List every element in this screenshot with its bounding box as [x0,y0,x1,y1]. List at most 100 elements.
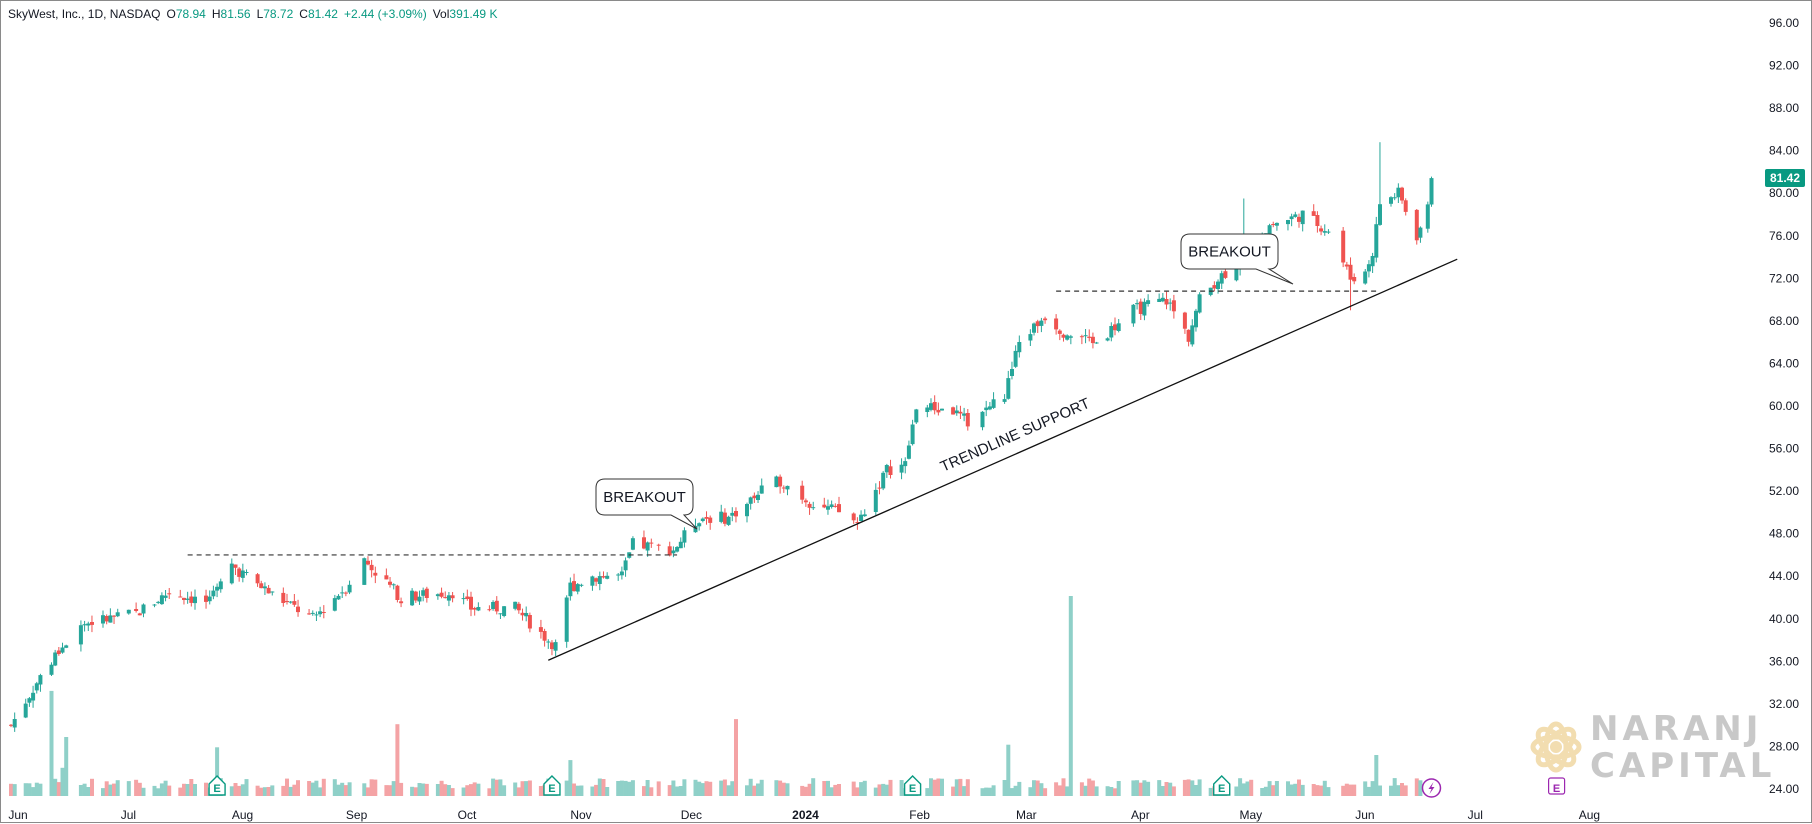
candle[interactable] [193,589,197,610]
candle[interactable] [1326,229,1331,234]
candle[interactable] [619,566,624,580]
candle[interactable] [1274,222,1279,231]
candle[interactable] [1293,211,1298,218]
candle[interactable] [207,590,212,605]
candle[interactable] [465,589,470,601]
candle[interactable] [1028,329,1033,346]
candle[interactable] [82,620,87,632]
candle[interactable] [1002,394,1007,404]
candle[interactable] [395,584,400,603]
candle[interactable] [115,608,120,618]
candle[interactable] [778,474,783,494]
candle[interactable] [413,590,418,603]
candle[interactable] [1190,319,1195,347]
candle[interactable] [1389,196,1393,207]
candle[interactable] [384,568,389,580]
candle[interactable] [1300,210,1305,232]
candle[interactable] [1087,329,1092,342]
breakout-callout-1[interactable]: BREAKOUT [595,478,698,530]
candle[interactable] [336,594,341,600]
candle[interactable] [373,566,378,584]
candle[interactable] [936,402,941,416]
candle[interactable] [1219,270,1224,289]
candle[interactable] [693,518,698,533]
candle[interactable] [27,697,32,707]
candle[interactable] [23,698,28,719]
candle[interactable] [491,600,496,611]
candle[interactable] [104,614,109,625]
candle[interactable] [1414,209,1419,245]
candle[interactable] [259,580,264,589]
candle[interactable] [722,508,727,527]
candle[interactable] [443,591,448,599]
candle[interactable] [752,492,757,503]
candle[interactable] [785,485,790,496]
candle[interactable] [421,587,426,602]
candle[interactable] [1352,273,1357,285]
candle[interactable] [34,681,39,694]
candle[interactable] [671,546,676,558]
candle[interactable] [1311,204,1316,216]
candle[interactable] [53,649,58,667]
candle[interactable] [362,557,367,585]
candle[interactable] [719,504,724,524]
candle[interactable] [906,440,911,460]
candle[interactable] [1039,317,1044,333]
candle[interactable] [424,586,429,603]
candle[interactable] [700,517,705,523]
candle[interactable] [568,577,573,601]
candle[interactable] [391,583,396,590]
candle[interactable] [756,491,760,503]
candle[interactable] [630,536,635,551]
candle[interactable] [954,405,959,416]
candle[interactable] [940,408,944,411]
candle[interactable] [310,610,315,616]
candle[interactable] [881,471,886,491]
candle[interactable] [1065,334,1070,341]
candle[interactable] [60,642,65,654]
candle[interactable] [1208,287,1213,297]
candle[interactable] [126,609,131,615]
candle[interactable] [516,601,521,614]
candle[interactable] [1116,319,1121,333]
candle[interactable] [78,620,83,652]
candle[interactable] [1400,186,1404,204]
candle[interactable] [579,583,584,588]
candle[interactable] [1138,298,1143,320]
candle[interactable] [240,563,245,583]
candle[interactable] [1010,361,1014,380]
candle[interactable] [237,567,242,582]
candle[interactable] [12,712,17,732]
candle[interactable] [461,592,466,605]
candle[interactable] [314,611,319,622]
candle[interactable] [984,400,989,417]
candle[interactable] [288,601,293,604]
candle[interactable] [524,606,529,622]
candle[interactable] [910,419,915,446]
candle[interactable] [1017,335,1022,358]
candle[interactable] [108,608,113,623]
candle[interactable] [255,573,260,587]
candle[interactable] [399,597,404,608]
candle[interactable] [697,522,702,531]
candle[interactable] [1131,304,1136,327]
candle[interactable] [1319,225,1324,236]
candle[interactable] [601,571,606,579]
candle[interactable] [932,395,937,415]
candle[interactable] [1271,221,1276,228]
candle[interactable] [134,602,139,613]
candle[interactable] [575,583,580,595]
upcoming-earnings-marker[interactable]: E [1547,777,1566,795]
candle[interactable] [929,398,933,412]
candle[interactable] [38,673,43,692]
candle[interactable] [215,583,220,598]
candle[interactable] [542,628,547,647]
candle[interactable] [980,411,985,431]
candle[interactable] [1344,261,1349,270]
candle[interactable] [1212,281,1217,292]
candle[interactable] [656,543,661,551]
candle[interactable] [90,615,94,633]
candle[interactable] [1297,213,1301,228]
candle[interactable] [962,407,967,422]
